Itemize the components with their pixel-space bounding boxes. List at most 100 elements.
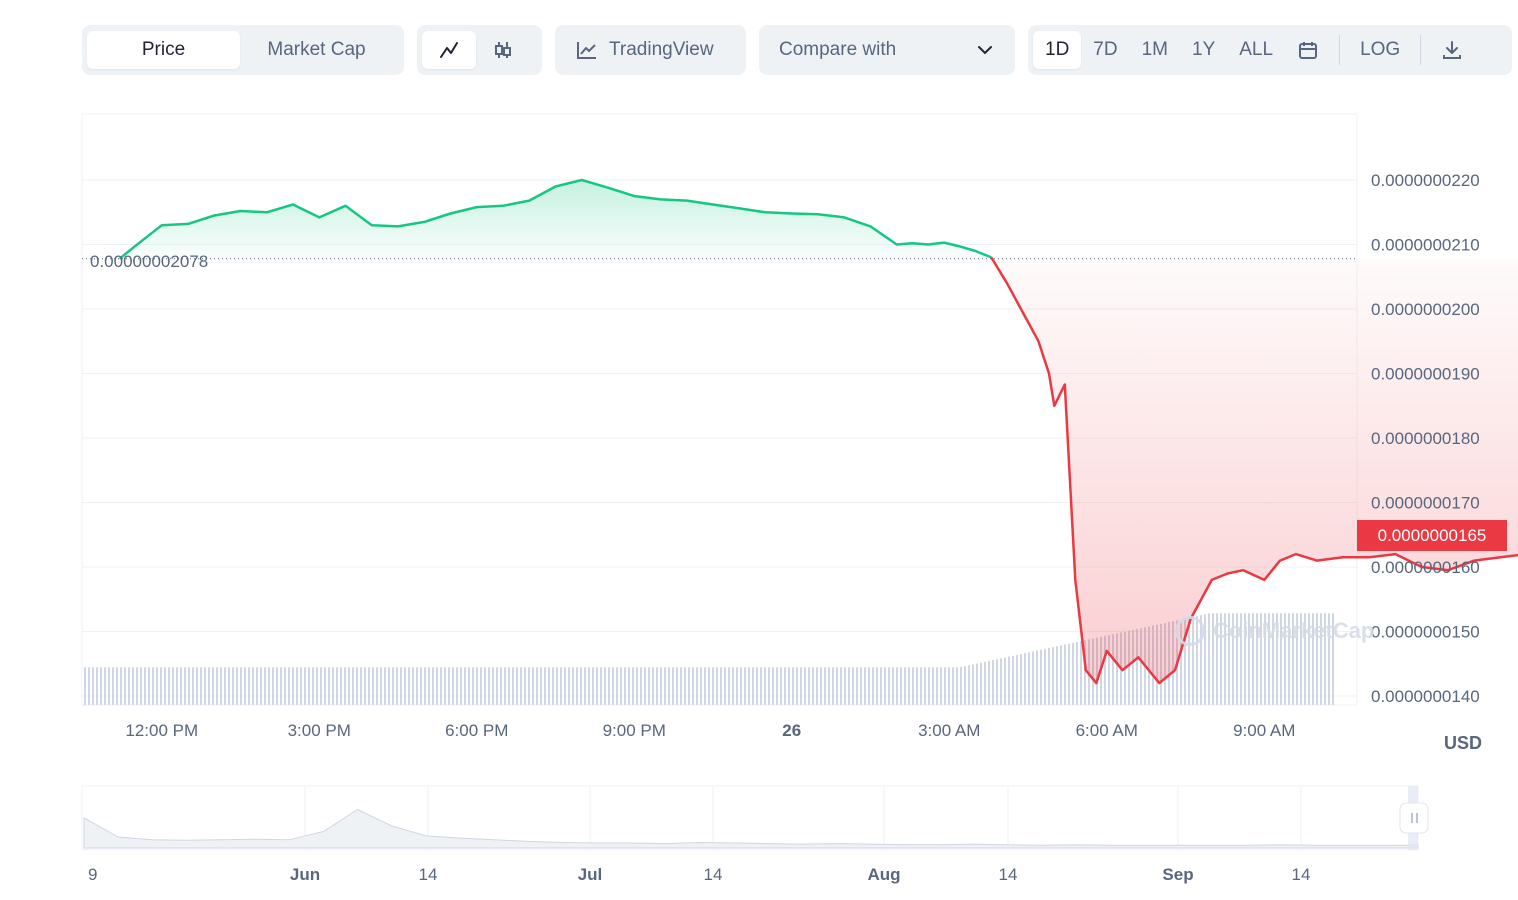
volume-bar <box>84 667 86 705</box>
range-1d[interactable]: 1D <box>1033 31 1082 69</box>
volume-bar <box>912 667 914 705</box>
volume-bar <box>1060 645 1062 705</box>
volume-bar <box>244 667 246 705</box>
volume-bar <box>460 667 462 705</box>
volume-bar <box>1328 613 1330 705</box>
volume-bar <box>716 667 718 705</box>
volume-bar <box>756 667 758 705</box>
volume-bar <box>432 667 434 705</box>
volume-bar <box>212 667 214 705</box>
volume-bar <box>140 667 142 705</box>
volume-bar <box>860 667 862 705</box>
volume-bar <box>924 667 926 705</box>
volume-bar <box>384 667 386 705</box>
volume-bar <box>1040 649 1042 705</box>
volume-bar <box>840 667 842 705</box>
volume-bar <box>164 667 166 705</box>
volume-bar <box>928 667 930 705</box>
volume-bar <box>444 667 446 705</box>
line-chart-button[interactable] <box>422 31 476 69</box>
volume-bar <box>1256 613 1258 705</box>
y-tick-label: 0.0000000160 <box>1371 558 1480 577</box>
volume-bar <box>920 667 922 705</box>
download-button[interactable] <box>1429 31 1475 69</box>
volume-bar <box>1288 613 1290 705</box>
volume-bar <box>888 667 890 705</box>
volume-bar <box>564 667 566 705</box>
volume-bar <box>956 667 958 705</box>
navigator-handle[interactable] <box>1399 802 1429 834</box>
volume-bar <box>568 667 570 705</box>
volume-bar <box>700 667 702 705</box>
volume-bar <box>1244 613 1246 705</box>
volume-bar <box>848 667 850 705</box>
navigator-tick-label: Sep <box>1162 865 1193 884</box>
volume-bar <box>1292 613 1294 705</box>
volume-bar <box>864 667 866 705</box>
volume-bar <box>1232 613 1234 705</box>
volume-bar <box>1284 613 1286 705</box>
volume-bar <box>784 667 786 705</box>
chart-type-toggle <box>417 25 542 75</box>
volume-bar <box>808 667 810 705</box>
range-7d[interactable]: 7D <box>1093 39 1118 60</box>
navigator-tick-label: 14 <box>419 865 438 884</box>
currency-label: USD <box>1444 733 1483 753</box>
volume-bar <box>296 667 298 705</box>
volume-bar <box>720 667 722 705</box>
volume-bar <box>664 667 666 705</box>
volume-bar <box>524 667 526 705</box>
volume-bar <box>824 667 826 705</box>
volume-bar <box>196 667 198 705</box>
range-1y[interactable]: 1Y <box>1192 39 1216 60</box>
volume-bar <box>300 667 302 705</box>
candlestick-button[interactable] <box>476 31 530 69</box>
log-scale-button[interactable]: LOG <box>1360 39 1401 60</box>
volume-bar <box>868 667 870 705</box>
volume-bar <box>752 667 754 705</box>
volume-bar <box>776 667 778 705</box>
volume-bar <box>204 667 206 705</box>
volume-bar <box>472 667 474 705</box>
range-1m[interactable]: 1M <box>1141 39 1168 60</box>
volume-bar <box>464 667 466 705</box>
volume-bar <box>232 667 234 705</box>
volume-bar <box>852 667 854 705</box>
volume-bar <box>832 667 834 705</box>
volume-bar <box>1052 647 1054 705</box>
range-all[interactable]: ALL <box>1239 39 1274 60</box>
volume-bar <box>184 667 186 705</box>
volume-bar <box>512 667 514 705</box>
x-tick-label: 6:00 PM <box>445 721 508 740</box>
tab-price[interactable]: Price <box>87 31 240 69</box>
volume-bar <box>1276 613 1278 705</box>
navigator-tick-label: 9 <box>88 865 97 884</box>
volume-bar <box>1132 629 1134 705</box>
volume-bar <box>1128 630 1130 705</box>
volume-bar <box>1016 654 1018 705</box>
volume-bar <box>156 667 158 705</box>
tradingview-button[interactable]: TradingView <box>555 25 746 75</box>
tab-market-cap[interactable]: Market Cap <box>267 39 366 60</box>
range-selector: 1D 7D 1M 1Y ALL LOG <box>1028 25 1512 75</box>
volume-bar <box>104 667 106 705</box>
volume-bar <box>604 667 606 705</box>
volume-bar <box>440 667 442 705</box>
volume-bar <box>692 667 694 705</box>
volume-bar <box>528 667 530 705</box>
volume-bar <box>728 667 730 705</box>
volume-bar <box>712 667 714 705</box>
volume-bar <box>352 667 354 705</box>
volume-bar <box>324 667 326 705</box>
volume-bar <box>192 667 194 705</box>
volume-bar <box>1220 613 1222 705</box>
calendar-button[interactable] <box>1285 31 1331 69</box>
volume-bar <box>540 667 542 705</box>
volume-bar <box>372 667 374 705</box>
volume-bar <box>400 667 402 705</box>
volume-bar <box>544 667 546 705</box>
volume-bar <box>1076 641 1078 705</box>
price-line-up <box>118 178 992 260</box>
compare-with-dropdown[interactable]: Compare with <box>759 25 1015 75</box>
